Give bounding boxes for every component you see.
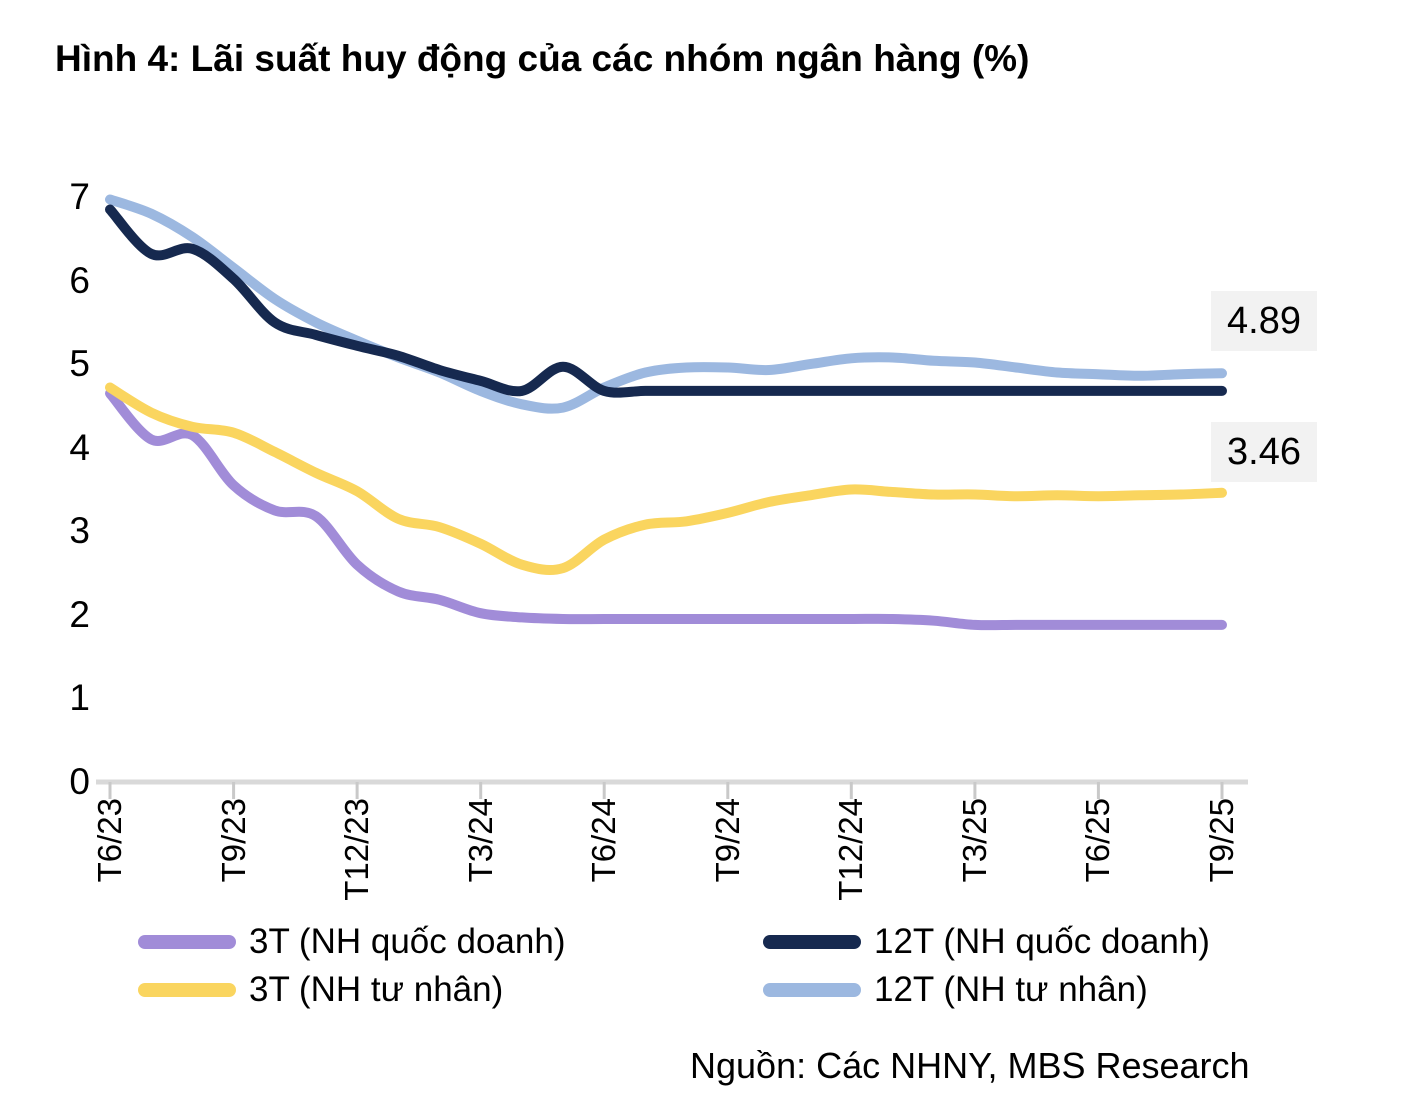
y-axis-label: 1 [69,677,90,719]
legend-swatch [138,935,236,949]
legend-item-3t-quoc-doanh: 3T (NH quốc doanh) [138,918,565,966]
legend-item-3t-tu-nhan: 3T (NH tư nhân) [138,966,503,1014]
legend-label: 12T (NH quốc doanh) [874,922,1210,961]
x-axis-label: T6/25 [1079,798,1117,883]
x-axis-label: T6/23 [91,798,128,883]
legend-label: 3T (NH tư nhân) [249,970,504,1009]
y-axis-label: 5 [69,343,90,385]
legend-item-12t-quoc-doanh: 12T (NH quốc doanh) [763,918,1210,966]
series-line-0 [105,388,1227,631]
legend-swatch [763,935,861,949]
x-axis-label: T3/25 [955,798,993,883]
chart-title: Hình 4: Lãi suất huy động của các nhóm n… [55,38,1030,79]
end-value-label-3t-tu-nhan: 3.46 [1211,422,1317,482]
legend-swatch [138,983,236,997]
x-axis-label: T6/24 [585,798,623,883]
y-axis-label: 0 [69,761,90,802]
x-axis-label: T12/23 [338,798,376,901]
source-note: Nguồn: Các NHNY, MBS Research [690,1045,1250,1086]
legend-label: 3T (NH quốc doanh) [249,922,566,961]
x-axis-label: T12/24 [832,798,870,901]
x-axis-label: T9/25 [1203,798,1240,883]
x-axis-label: T9/23 [214,798,252,883]
legend-label: 12T (NH tư nhân) [874,970,1148,1009]
legend-item-12t-tu-nhan: 12T (NH tư nhân) [763,966,1148,1014]
y-axis-label: 3 [69,510,90,552]
x-axis-label: T3/24 [461,798,499,883]
x-axis-label: T9/24 [708,798,746,883]
y-axis-label: 2 [69,593,90,635]
series-line-3 [105,204,1227,398]
y-axis-label: 4 [69,426,90,468]
y-axis-label: 7 [69,176,90,217]
series-line-2 [105,194,1227,414]
y-axis-label: 6 [69,259,90,301]
end-value-label-12t-tu-nhan: 4.89 [1211,291,1317,351]
series-line-1 [105,382,1227,575]
legend-swatch [763,983,861,997]
